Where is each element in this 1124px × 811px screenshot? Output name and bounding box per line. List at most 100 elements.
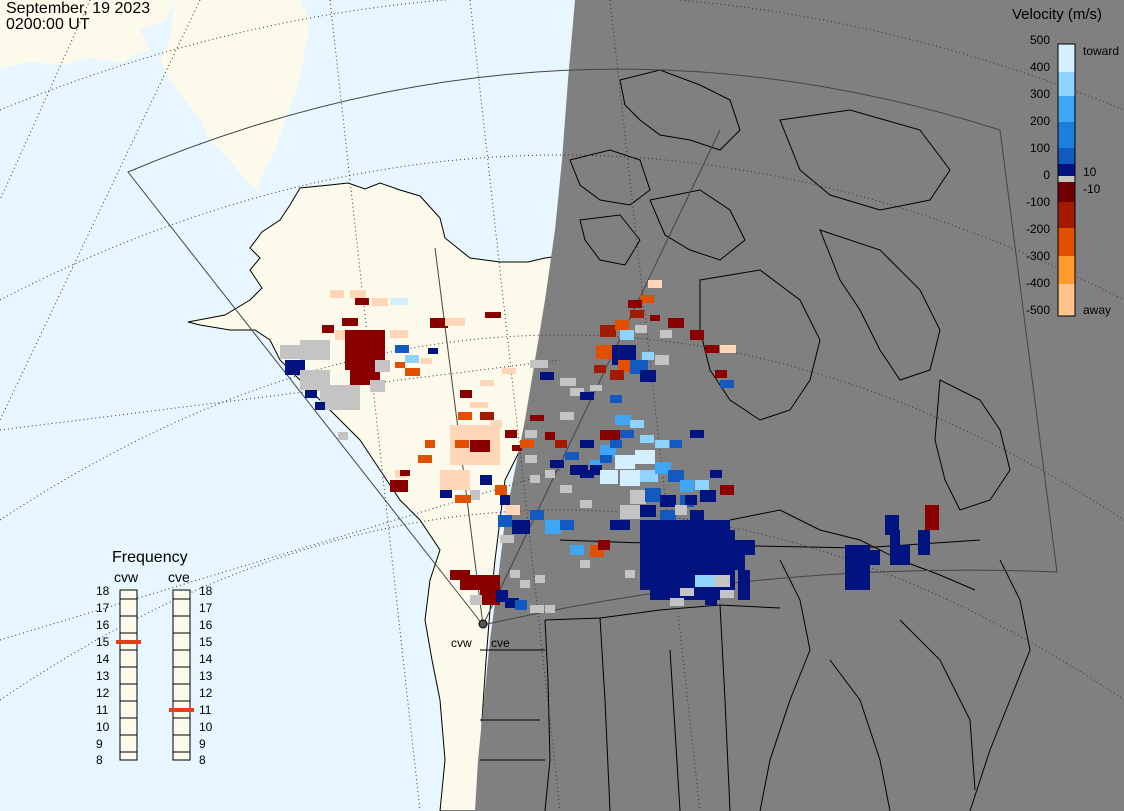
frequency-scale-label-left: 18: [96, 584, 110, 598]
velocity-cell: [470, 595, 482, 605]
colorbar-tick-label: 300: [1029, 87, 1050, 101]
velocity-cell: [555, 440, 567, 448]
velocity-cell: [490, 420, 502, 428]
velocity-cell: [730, 540, 745, 570]
velocity-cell: [615, 415, 631, 425]
velocity-cell: [425, 440, 435, 448]
velocity-cell: [565, 452, 579, 460]
velocity-cell: [660, 330, 672, 338]
radar-label-cvw: cvw: [451, 636, 472, 650]
velocity-cell: [570, 545, 584, 555]
velocity-cell: [690, 430, 704, 438]
velocity-cell: [925, 505, 939, 530]
velocity-cell: [560, 378, 576, 386]
velocity-cell: [395, 362, 405, 368]
velocity-cell: [705, 595, 717, 605]
velocity-cell: [495, 485, 507, 495]
velocity-cell: [610, 520, 630, 530]
velocity-cell: [615, 455, 635, 469]
velocity-cell: [630, 490, 646, 504]
velocity-cell: [458, 412, 472, 420]
colorbar-frame: [1057, 43, 1076, 317]
frequency-scale-label-right: 13: [199, 669, 213, 683]
frequency-scale-label-right: 8: [199, 753, 206, 767]
velocity-cell: [350, 290, 366, 298]
velocity-cell: [502, 368, 516, 374]
velocity-cell: [670, 598, 684, 606]
velocity-cell: [600, 470, 618, 484]
velocity-cell: [720, 485, 734, 495]
velocity-cell: [630, 420, 644, 428]
velocity-cell: [590, 465, 602, 475]
velocity-cell: [420, 358, 432, 364]
velocity-cell: [900, 545, 910, 565]
velocity-cell: [720, 590, 734, 598]
velocity-cell: [580, 500, 592, 508]
colorbar-segment-zero: [1058, 176, 1075, 182]
colorbar-tick-label: 0: [1043, 168, 1050, 182]
velocity-cell: [390, 298, 408, 305]
colorbar-segment-1: [1058, 44, 1075, 72]
velocity-cell: [660, 590, 675, 598]
frequency-scale-label-right: 10: [199, 720, 213, 734]
velocity-cell: [505, 598, 519, 608]
velocity-cell: [590, 460, 602, 468]
colorbar-tick-label: -500: [1025, 303, 1050, 317]
velocity-cell: [650, 315, 660, 321]
frequency-scale-label-left: 16: [96, 618, 110, 632]
frequency-scale-label-right: 9: [199, 737, 206, 751]
colorbar-tick-label: 200: [1029, 114, 1050, 128]
colorbar-segment-10: [1058, 256, 1075, 284]
velocity-cell: [440, 490, 452, 498]
velocity-cell: [690, 330, 704, 340]
colorbar-toward-label: toward: [1083, 44, 1120, 58]
velocity-cell: [375, 360, 390, 372]
velocity-cell: [520, 440, 534, 448]
velocity-cells: [280, 280, 939, 613]
frequency-scale-label-left: 15: [96, 635, 110, 649]
map-date: September, 19 2023: [6, 0, 151, 17]
velocity-cell: [322, 325, 334, 333]
velocity-cell: [660, 495, 676, 507]
colorbar-title: Velocity (m/s): [1012, 6, 1103, 23]
velocity-cell: [745, 540, 755, 555]
velocity-cell: [620, 470, 640, 486]
velocity-cell: [580, 440, 594, 448]
frequency-title: Frequency: [112, 549, 188, 566]
colorbar-segment-4: [1058, 122, 1075, 148]
colorbar-tick-label: 100: [1029, 141, 1050, 155]
velocity-cell: [400, 470, 410, 476]
velocity-cell: [390, 330, 408, 338]
velocity-cell: [890, 530, 900, 565]
velocity-cell: [715, 370, 727, 378]
colorbar-segment-2: [1058, 72, 1075, 96]
velocity-cell: [670, 440, 682, 448]
velocity-cell: [505, 430, 517, 438]
map-time: 0200:00 UT: [6, 16, 90, 33]
velocity-cell: [480, 380, 494, 386]
velocity-cell: [642, 352, 654, 360]
velocity-cell: [470, 402, 488, 408]
velocity-cell: [620, 430, 634, 438]
velocity-cell: [580, 392, 594, 400]
frequency-marker-cve: [169, 708, 194, 712]
colorbar-segment-6: [1058, 164, 1075, 176]
frequency-scale-label-right: 12: [199, 686, 213, 700]
velocity-cell: [660, 510, 676, 522]
velocity-cell: [480, 585, 500, 605]
velocity-cell: [640, 435, 654, 443]
velocity-colorbar: [1057, 43, 1076, 317]
velocity-cell: [594, 365, 606, 373]
velocity-cell: [655, 355, 669, 365]
velocity-cell: [485, 312, 501, 318]
velocity-cell: [640, 470, 658, 482]
colorbar-tick-label: 500: [1029, 33, 1050, 47]
velocity-cell: [635, 325, 647, 333]
colorbar-tick-label: -100: [1025, 195, 1050, 209]
velocity-cell: [545, 520, 561, 534]
velocity-cell: [720, 345, 736, 353]
land-chukotka-2: [160, 0, 310, 192]
frequency-gauge-ticks: [120, 598, 190, 753]
